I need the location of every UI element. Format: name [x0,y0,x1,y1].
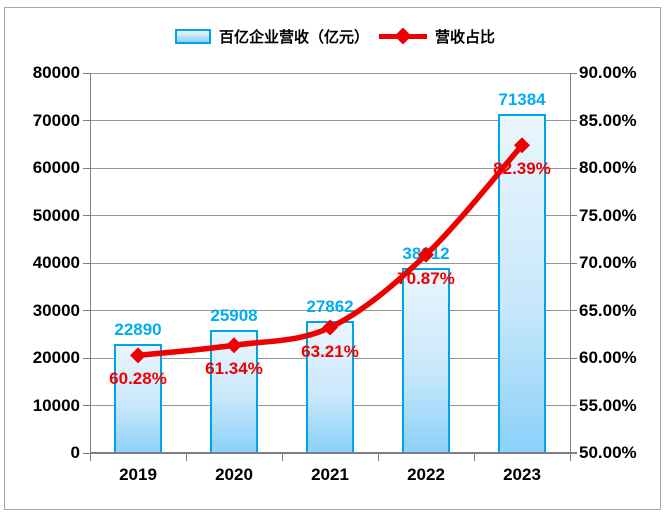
y-right-tick-label: 90.00% [579,63,637,82]
bar-series-swatch-icon [174,28,211,44]
x-axis-tick [569,453,571,461]
gridline [90,72,570,74]
y-left-tick-label: 30000 [32,300,80,320]
y-left-tick-label: 70000 [32,110,80,130]
y-left-tick-label: 20000 [32,348,80,367]
y-right-tick-label: 70.00% [579,253,637,272]
legend-item-line-series[interactable]: 营收占比 [379,26,495,47]
y-right-tick [570,120,577,121]
y-left-tick [83,452,90,454]
y-right-tick [570,357,577,359]
y-right-tick-label: 55.00% [579,395,637,415]
y-left-tick-label: 60000 [32,158,80,177]
y-right-tick [570,167,577,169]
y-left-tick [83,215,90,216]
gridline [90,215,570,216]
x-axis-tick [377,453,379,461]
gridline [90,262,570,264]
y-right-axis [569,73,571,453]
y-left-tick-label: 10000 [32,395,80,415]
line-series-swatch-icon [379,27,427,45]
legend-item-bar-series[interactable]: 百亿企业营收（亿元） [174,26,369,47]
line-value-label-2021: 63.21% [301,341,359,361]
y-right-tick-label: 60.00% [579,348,637,367]
line-value-label-2022: 70.87% [397,268,455,288]
y-left-tick-label: 40000 [32,253,80,272]
y-right-tick-label: 75.00% [579,205,637,225]
x-axis [90,452,577,454]
line-value-label-2023: 82.39% [493,159,551,179]
series-line[interactable] [135,142,525,359]
y-right-tick [570,262,577,264]
line-marker-2021[interactable] [322,319,338,336]
y-right-tick [570,72,577,74]
bar-2020[interactable] [210,329,258,453]
y-right-tick-label: 85.00% [579,110,637,130]
bar-value-label-2021: 27862 [306,296,354,316]
x-axis-tick [281,453,283,461]
line-marker-2023[interactable] [514,137,530,154]
bar-value-label-2020: 25908 [210,305,258,325]
y-right-tick [570,405,577,406]
line-marker-2019[interactable] [130,347,146,364]
legend-bar-series-label: 百亿企业营收（亿元） [218,28,369,46]
x-axis-label-2019: 2019 [119,465,157,484]
line-marker-2020[interactable] [226,337,242,354]
y-left-tick [83,262,90,264]
line-value-label-2020: 61.34% [205,359,263,379]
bar-2023[interactable] [498,113,546,453]
x-axis-label-2022: 2022 [407,465,445,484]
x-axis-label-2020: 2020 [215,465,253,484]
gridline [90,120,570,121]
legend-line-series-label: 营收占比 [435,28,496,46]
x-axis-tick [185,453,187,461]
y-left-tick [83,167,90,169]
y-right-tick-label: 65.00% [579,300,637,320]
bar-value-label-2023: 71384 [498,89,546,109]
line-marker-2022[interactable] [418,246,434,263]
y-right-tick [570,310,577,311]
bar-2021[interactable] [306,320,354,453]
y-right-tick-label: 50.00% [579,443,637,462]
y-left-tick-label: 50000 [32,205,80,225]
y-left-tick [83,357,90,359]
x-axis-tick [473,453,475,461]
y-left-tick [83,120,90,121]
y-left-tick-label: 0 [70,443,80,462]
y-left-tick [83,310,90,311]
y-left-axis [89,73,91,453]
y-left-tick-label: 80000 [32,63,80,82]
y-left-tick [83,405,90,406]
bar-value-label-2019: 22890 [114,320,162,340]
y-right-tick-label: 80.00% [579,158,637,177]
gridline [90,310,570,311]
chart-legend: 百亿企业营收（亿元） 营收占比 [0,22,670,50]
x-axis-tick [89,453,91,461]
x-axis-label-2023: 2023 [503,465,541,484]
x-axis-label-2021: 2021 [311,465,349,484]
gridline [90,167,570,169]
y-right-tick [570,215,577,216]
bar-2022[interactable] [402,268,450,453]
y-left-tick [83,72,90,74]
line-value-label-2019: 60.28% [109,369,167,389]
